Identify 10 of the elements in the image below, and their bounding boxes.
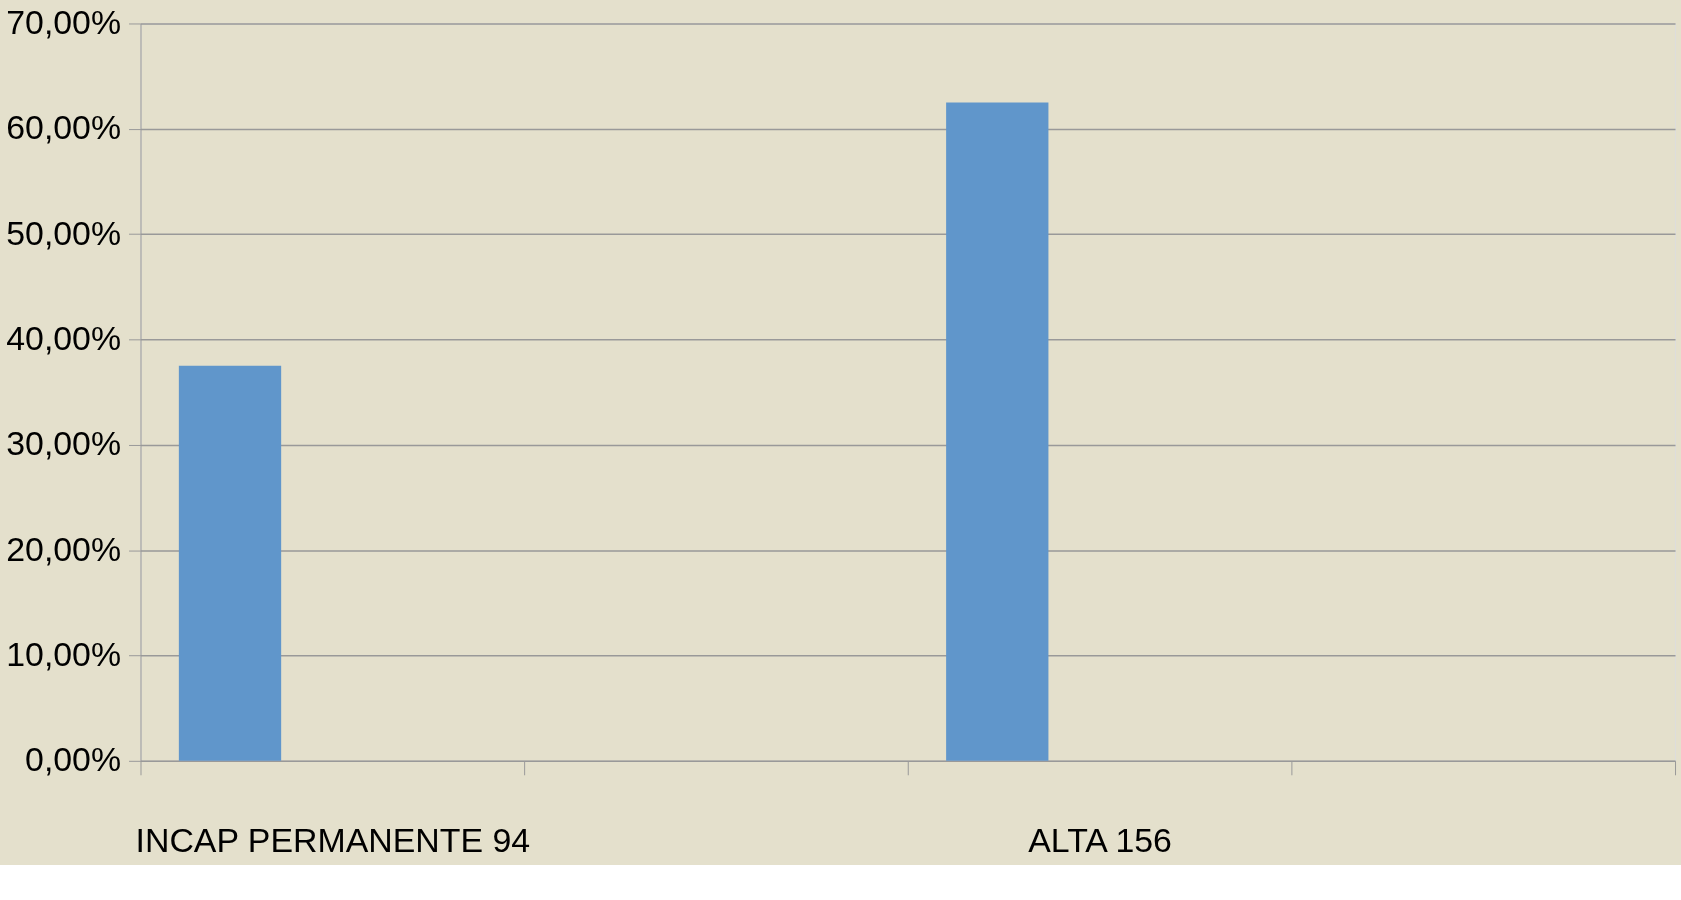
y-tick-label: 20,00%	[6, 529, 122, 568]
y-tick-label: 10,00%	[6, 634, 122, 673]
y-tick-label: 50,00%	[6, 213, 122, 252]
y-tick-label: 60,00%	[6, 108, 122, 147]
x-tick-label: INCAP PERMANENTE 94	[135, 821, 531, 859]
x-tick-label: ALTA 156	[1028, 821, 1172, 859]
y-tick-label: 30,00%	[6, 424, 122, 463]
y-tick-label: 0,00%	[25, 740, 122, 779]
y-tick-label: 70,00%	[6, 2, 122, 41]
y-tick-label: 40,00%	[6, 318, 122, 357]
